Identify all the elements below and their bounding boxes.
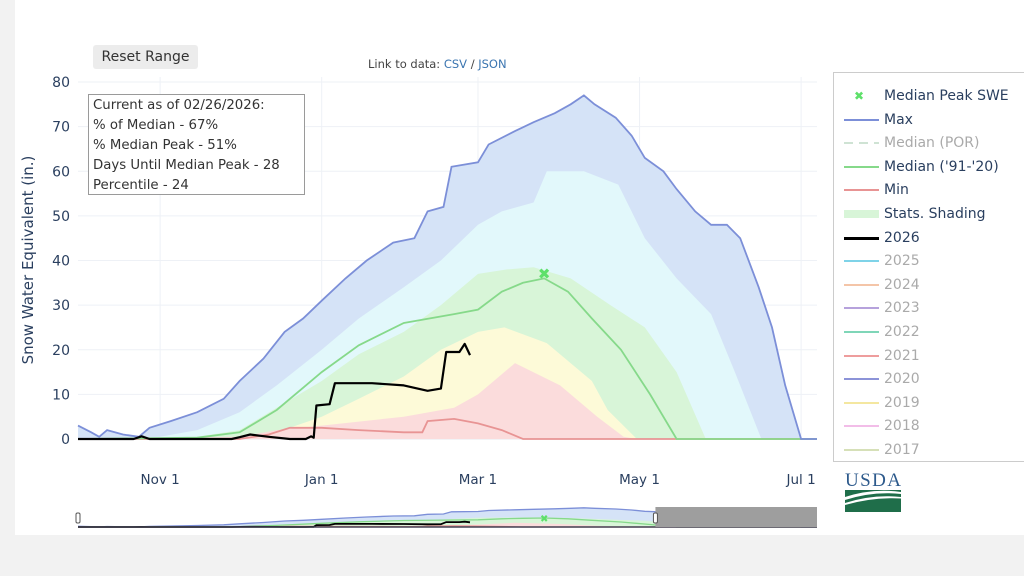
svg-text:USDA: USDA: [845, 470, 901, 491]
legend-item-2025[interactable]: 2025: [834, 250, 1024, 272]
legend-label: Stats. Shading: [884, 206, 986, 222]
min-line: [78, 417, 817, 440]
info-line-percent-median: % of Median - 67%: [93, 118, 219, 133]
legend-item-2022[interactable]: 2022: [834, 321, 1024, 343]
y-axis-title: Snow Water Equivalent (in.): [19, 155, 37, 365]
median-peak-marker: ✖: [538, 265, 551, 283]
current-year-2026-line: [78, 342, 471, 441]
band-p10-to-min: [78, 363, 817, 439]
y-tick-label: 70: [52, 120, 70, 136]
x-tick-label: Jul 1: [786, 472, 816, 488]
legend-item-2020[interactable]: 2020: [834, 368, 1024, 390]
line-swatch-icon: [844, 283, 879, 286]
y-tick-label: 80: [52, 75, 70, 91]
legend-label: Median ('91-'20): [884, 158, 999, 175]
legend-label: 2021: [884, 347, 920, 364]
legend-label: Median (POR): [884, 135, 980, 152]
band-swatch-icon: [844, 210, 879, 218]
max-line: [77, 94, 817, 440]
info-line-percent-median-peak: % Median Peak - 51%: [93, 138, 237, 153]
slider-handle-right[interactable]: [652, 512, 658, 524]
link-prefix: Link to data:: [368, 57, 444, 71]
legend-label: 2025: [884, 253, 920, 270]
info-line-days-until-peak: Days Until Median Peak - 28: [93, 158, 280, 173]
line-swatch-icon: [844, 331, 879, 333]
legend-item-median-91-20[interactable]: Median ('91-'20): [834, 156, 1024, 178]
legend: ✖ Median Peak SWE Max Median (POR) Median ('…: [833, 72, 1024, 462]
x-tick-label: May 1: [619, 472, 660, 488]
legend-item-2018[interactable]: 2018: [834, 415, 1024, 437]
slider-median-peak-marker: ✖: [540, 514, 548, 525]
y-tick-label: 20: [52, 343, 70, 359]
legend-item-2023[interactable]: 2023: [834, 297, 1024, 319]
line-swatch-icon: [844, 236, 879, 240]
line-swatch-icon: [844, 449, 879, 451]
y-tick-label: 50: [52, 209, 70, 225]
slider-mask-right: [655, 507, 817, 527]
line-swatch-icon: [844, 189, 879, 192]
legend-item-2017[interactable]: 2017: [834, 439, 1024, 461]
line-swatch-icon: [844, 165, 879, 168]
line-swatch-icon: [844, 307, 879, 310]
x-tick-label: Mar 1: [459, 472, 497, 488]
csv-link[interactable]: CSV: [443, 57, 468, 71]
data-links: Link to data: CSV / JSON: [368, 57, 507, 71]
y-tick-label: 10: [52, 387, 70, 403]
legend-label: Min: [884, 182, 909, 199]
legend-label: 2026: [884, 229, 920, 246]
legend-item-median-por[interactable]: Median (POR): [834, 132, 1024, 154]
y-tick-label: 40: [52, 254, 70, 270]
line-swatch-icon: [844, 118, 879, 121]
reset-range-button[interactable]: Reset Range: [93, 45, 198, 69]
x-tick-label: Nov 1: [140, 472, 179, 488]
y-tick-label: 30: [52, 298, 70, 314]
median-line: [77, 277, 817, 440]
legend-label: 2024: [884, 276, 920, 293]
legend-item-2021[interactable]: 2021: [834, 345, 1024, 367]
info-line-percentile: Percentile - 24: [93, 178, 189, 193]
link-separator: /: [467, 57, 479, 71]
x-tick-label: Jan 1: [304, 472, 339, 488]
legend-label: 2023: [884, 300, 920, 317]
legend-item-2026[interactable]: 2026: [834, 227, 1024, 249]
legend-item-2024[interactable]: 2024: [834, 274, 1024, 296]
usda-logo: USDA: [845, 470, 901, 512]
x-marker-icon: ✖: [854, 89, 865, 103]
y-tick-label: 0: [61, 432, 70, 448]
legend-label: Median Peak SWE: [884, 88, 1009, 104]
band-p30-to-p10: [78, 327, 817, 439]
line-swatch-icon: [844, 378, 879, 381]
legend-item-min[interactable]: Min: [834, 179, 1024, 201]
info-line-current-as-of: Current as of 02/26/2026:: [93, 98, 265, 113]
legend-label: 2022: [884, 324, 920, 340]
legend-label: 2020: [884, 371, 920, 388]
legend-label: 2018: [884, 418, 920, 435]
legend-item-median-peak-swe[interactable]: ✖ Median Peak SWE: [834, 85, 1024, 107]
slider-median-line: [77, 517, 817, 528]
y-tick-label: 60: [52, 164, 70, 180]
legend-label: Max: [884, 111, 913, 128]
legend-label: 2017: [884, 442, 920, 458]
legend-item-max[interactable]: Max: [834, 109, 1024, 131]
legend-item-2019[interactable]: 2019: [834, 392, 1024, 414]
legend-label: 2019: [884, 394, 920, 411]
line-swatch-icon: [844, 260, 879, 263]
line-swatch-icon: [844, 401, 879, 404]
json-link[interactable]: JSON: [478, 57, 507, 71]
slider-handle-left[interactable]: [75, 512, 81, 524]
line-swatch-icon: [844, 354, 879, 357]
dashed-line-icon: [844, 142, 879, 145]
stats-info-box: Current as of 02/26/2026: % of Median - …: [88, 94, 305, 195]
legend-item-stats-shading[interactable]: Stats. Shading: [834, 203, 1024, 225]
line-swatch-icon: [844, 425, 879, 428]
